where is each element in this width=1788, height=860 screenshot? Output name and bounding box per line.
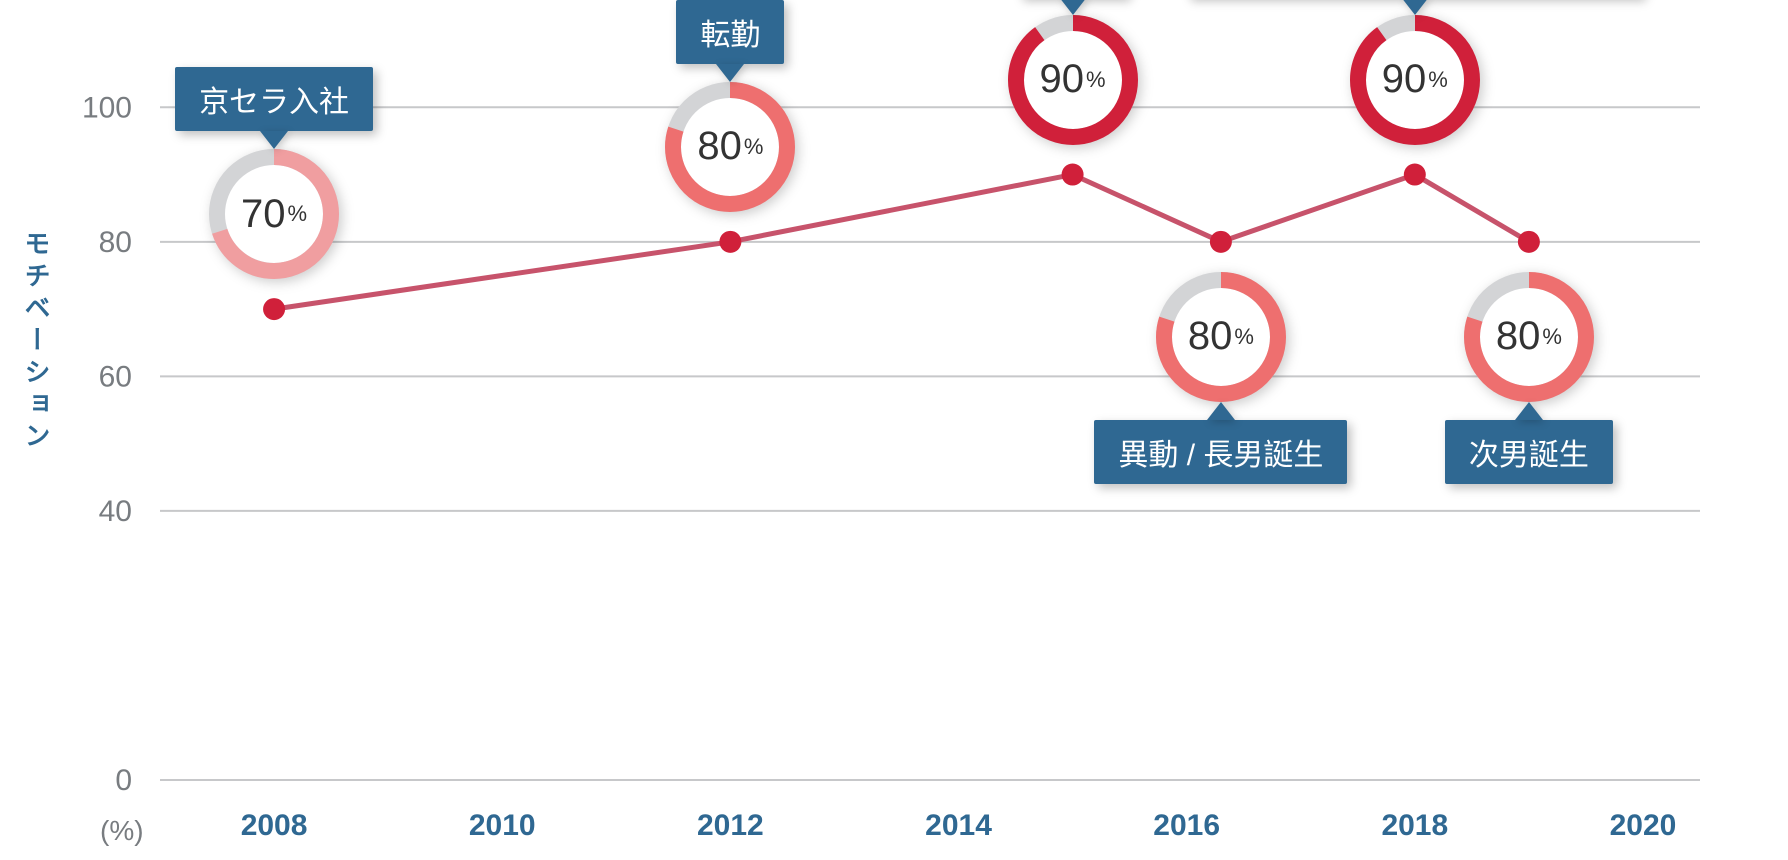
donut-value: 90%	[1350, 15, 1480, 145]
event-callout: 次男誕生	[1445, 420, 1613, 484]
data-point	[263, 298, 285, 320]
x-tick-label: 2016	[1153, 809, 1220, 842]
x-tick-label: 2008	[241, 809, 308, 842]
y-tick-label: 100	[82, 91, 132, 124]
x-tick-label: 2010	[469, 809, 536, 842]
x-tick-label: 2014	[925, 809, 992, 842]
donut-value: 80%	[1156, 272, 1286, 402]
data-point	[1404, 164, 1426, 186]
data-point	[1210, 231, 1232, 253]
y-tick-label: 40	[99, 495, 132, 528]
data-point	[1518, 231, 1540, 253]
donut-value: 90%	[1008, 15, 1138, 145]
donut-gauge: 90%	[1350, 15, 1480, 145]
donut-value: 80%	[665, 82, 795, 212]
event-callout: 異動 / 長男誕生	[1094, 420, 1347, 484]
callout-tail	[1515, 402, 1543, 420]
x-axis-unit: (%)	[100, 815, 144, 847]
callout-tail	[1401, 0, 1429, 15]
callout-tail	[716, 64, 744, 82]
donut-gauge: 70%	[209, 149, 339, 279]
donut-gauge: 80%	[1156, 272, 1286, 402]
donut-gauge: 90%	[1008, 15, 1138, 145]
event-callout: 京セラ入社	[175, 67, 373, 131]
y-tick-label: 0	[115, 764, 132, 797]
x-tick-label: 2018	[1381, 809, 1448, 842]
callout-tail	[260, 131, 288, 149]
x-tick-label: 2020	[1610, 809, 1677, 842]
donut-value: 80%	[1464, 272, 1594, 402]
callout-tail	[1207, 402, 1235, 420]
donut-gauge: 80%	[665, 82, 795, 212]
data-point	[719, 231, 741, 253]
event-callout: 転勤	[676, 0, 784, 64]
x-tick-label: 2012	[697, 809, 764, 842]
data-point	[1062, 164, 1084, 186]
y-tick-label: 80	[99, 226, 132, 259]
donut-value: 70%	[209, 149, 339, 279]
donut-gauge: 80%	[1464, 272, 1594, 402]
y-axis-title: モチベーション	[18, 230, 55, 454]
callout-tail	[1059, 0, 1087, 15]
y-tick-label: 60	[99, 360, 132, 393]
